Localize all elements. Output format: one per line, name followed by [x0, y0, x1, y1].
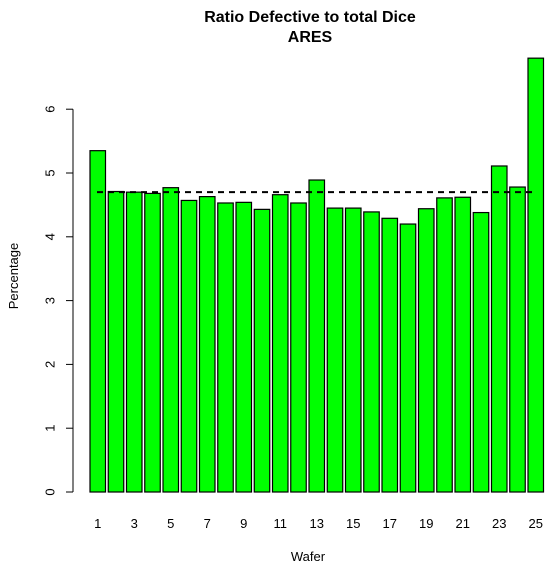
bar: [326, 207, 344, 493]
bar: [472, 211, 490, 493]
bar: [399, 223, 417, 493]
bar: [363, 211, 380, 493]
x-tick-label: 11: [274, 516, 288, 531]
bar: [198, 196, 216, 493]
bar: [436, 197, 453, 493]
bar: [417, 208, 435, 493]
bar: [381, 217, 399, 493]
chart-subtitle: ARES: [288, 29, 333, 46]
y-axis-label: Percentage: [6, 243, 21, 310]
bar: [509, 186, 526, 493]
x-tick-label: 17: [383, 516, 397, 531]
chart-title: Ratio Defective to total Dice: [204, 9, 416, 26]
bar: [308, 179, 326, 493]
bar: [271, 194, 289, 493]
x-tick-label: 3: [131, 516, 138, 531]
bar: [454, 196, 472, 493]
x-axis-tick-labels: 1 3 5 7 9 11 13 15 17 19 21 23 25: [94, 516, 543, 531]
y-tick-label: 0: [43, 488, 58, 495]
x-tick-label: 5: [167, 516, 174, 531]
bar: [253, 208, 271, 493]
bar: [162, 187, 180, 493]
bar: [527, 57, 545, 493]
y-tick-label: 5: [43, 169, 58, 176]
x-tick-label: 19: [419, 516, 433, 531]
bar: [89, 150, 107, 493]
y-tick-label: 1: [43, 425, 58, 432]
bar: [490, 165, 508, 493]
bars: [89, 57, 545, 493]
x-tick-label: 9: [240, 516, 247, 531]
x-tick-label: 25: [529, 516, 543, 531]
x-tick-label: 7: [204, 516, 211, 531]
bar: [144, 192, 161, 493]
y-tick-label: 2: [43, 361, 58, 368]
bar: [235, 201, 253, 493]
x-tick-label: 15: [346, 516, 360, 531]
x-axis-label: Wafer: [291, 549, 326, 564]
bar: [290, 202, 307, 493]
x-tick-label: 1: [94, 516, 101, 531]
bar: [125, 191, 143, 493]
bar: [217, 202, 234, 493]
y-tick-label: 6: [43, 106, 58, 113]
x-tick-label: 13: [310, 516, 324, 531]
x-tick-label: 21: [456, 516, 470, 531]
bar: [344, 207, 362, 493]
y-tick-label: 4: [43, 233, 58, 240]
x-tick-label: 23: [492, 516, 506, 531]
y-tick-label: 3: [43, 297, 58, 304]
bar: [180, 199, 198, 493]
y-axis: 0 1 2 3 4 5 6: [43, 106, 74, 496]
bar: [107, 190, 125, 493]
